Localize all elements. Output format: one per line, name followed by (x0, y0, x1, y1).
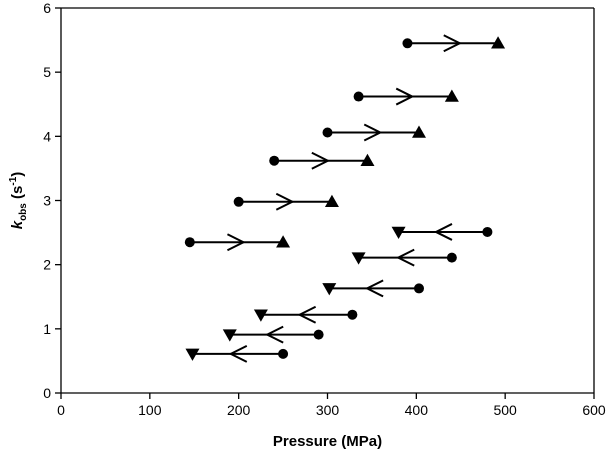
circle-marker (353, 91, 364, 102)
triangle-down-marker (185, 348, 200, 361)
y-tick-label: 5 (43, 64, 51, 80)
y-axis-title-exponent: -1 (8, 176, 19, 185)
circle-marker (313, 329, 324, 340)
triangle-up-marker (444, 89, 459, 102)
arrowhead (443, 34, 462, 53)
y-tick-label: 6 (43, 0, 51, 16)
x-tick-label: 500 (493, 402, 517, 418)
x-tick-label: 300 (316, 402, 340, 418)
circle-marker (402, 38, 413, 49)
arrowhead (395, 87, 415, 106)
triangle-down-marker (222, 329, 237, 342)
triangle-down-marker (351, 252, 366, 265)
triangle-down-marker (253, 309, 268, 322)
x-tick-label: 400 (405, 402, 429, 418)
y-axis-title-unit: (s (9, 186, 26, 204)
arrowhead (226, 233, 246, 252)
axes (60, 7, 595, 394)
circle-marker (269, 155, 280, 166)
x-tick-label: 0 (57, 402, 65, 418)
arrowhead (433, 223, 453, 241)
arrowhead (395, 248, 415, 267)
x-axis-title: Pressure (MPa) (273, 433, 382, 450)
arrowhead (297, 305, 317, 324)
y-axis-title-close: ) (9, 172, 26, 177)
circle-marker (322, 127, 333, 138)
y-tick-label: 3 (43, 193, 51, 209)
circle-marker (184, 237, 195, 248)
y-axis-title: kobs (s-1) (8, 172, 29, 230)
arrowhead (363, 123, 383, 142)
y-tick-label: 2 (43, 257, 51, 273)
circle-marker (446, 252, 457, 263)
triangle-up-marker (360, 153, 375, 166)
arrowhead (364, 279, 384, 298)
triangle-down-marker (322, 283, 337, 296)
arrowhead (311, 151, 331, 170)
arrowhead (275, 192, 295, 211)
x-tick-label: 200 (227, 402, 251, 418)
y-tick-label: 1 (43, 321, 51, 337)
y-tick-label: 4 (43, 128, 51, 144)
y-axis-title-subscript: obs (18, 203, 29, 221)
x-tick-label: 600 (582, 402, 606, 418)
arrowhead (228, 344, 248, 363)
circle-marker (347, 309, 358, 320)
x-tick-label: 100 (138, 402, 162, 418)
triangle-up-marker (491, 36, 506, 49)
arrowhead (264, 325, 284, 344)
triangle-up-marker (276, 235, 291, 248)
circle-marker (278, 348, 289, 359)
circle-marker (482, 226, 493, 237)
triangle-up-marker (324, 194, 339, 208)
circle-marker (233, 196, 244, 207)
circle-marker (413, 283, 424, 294)
triangle-down-marker (391, 226, 406, 239)
triangle-up-marker (411, 125, 426, 138)
data-marks (184, 34, 506, 363)
ticks: 0 100 200 300 400 500 600 0 1 2 3 4 5 6 (43, 0, 606, 418)
y-tick-label: 0 (43, 385, 51, 401)
y-axis-title-symbol: k (9, 220, 26, 229)
